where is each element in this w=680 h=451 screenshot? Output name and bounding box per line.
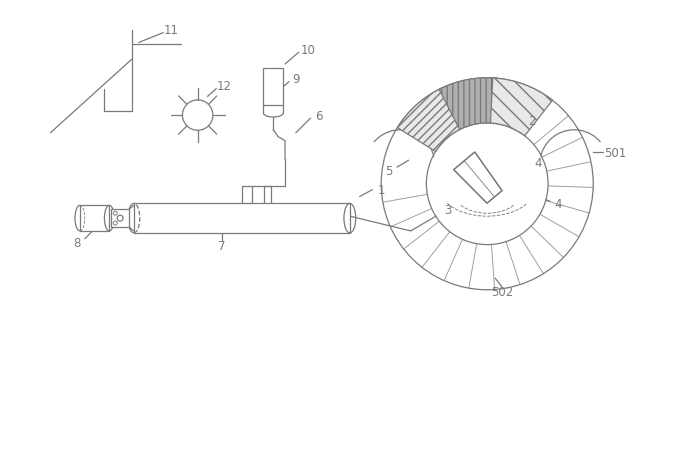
Bar <box>112 210 129 227</box>
Bar <box>452 168 507 178</box>
Text: 8: 8 <box>73 237 81 249</box>
Text: 4: 4 <box>554 198 562 211</box>
Wedge shape <box>397 88 462 152</box>
Text: 502: 502 <box>491 285 513 299</box>
Bar <box>80 206 109 231</box>
Circle shape <box>427 124 547 244</box>
Text: 6: 6 <box>315 109 322 122</box>
Text: 7: 7 <box>218 239 226 253</box>
Text: 12: 12 <box>217 80 232 93</box>
Text: 2: 2 <box>528 115 535 128</box>
Text: 10: 10 <box>301 44 316 57</box>
Wedge shape <box>490 79 553 137</box>
Bar <box>263 69 283 106</box>
Text: 9: 9 <box>292 73 300 86</box>
Text: 5: 5 <box>386 164 393 177</box>
Text: 1: 1 <box>377 184 385 197</box>
Text: 3: 3 <box>444 203 452 216</box>
Text: 501: 501 <box>604 147 626 160</box>
Text: 11: 11 <box>164 24 179 37</box>
Bar <box>493 102 511 143</box>
Wedge shape <box>439 78 496 130</box>
Bar <box>134 204 350 233</box>
Text: 4: 4 <box>534 156 542 169</box>
